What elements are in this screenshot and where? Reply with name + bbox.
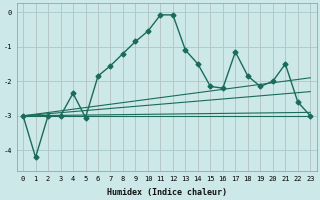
X-axis label: Humidex (Indice chaleur): Humidex (Indice chaleur) [107,188,227,197]
